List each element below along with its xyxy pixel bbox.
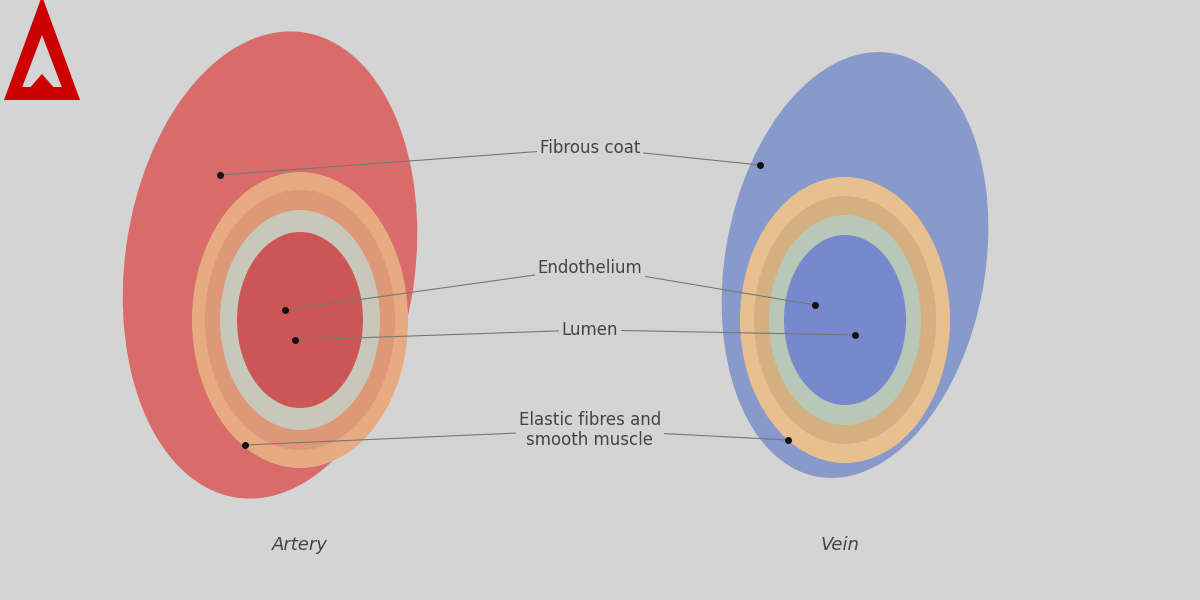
Ellipse shape bbox=[740, 177, 950, 463]
Ellipse shape bbox=[205, 190, 395, 450]
Text: Lumen: Lumen bbox=[562, 321, 618, 339]
Text: Artery: Artery bbox=[272, 536, 328, 554]
Ellipse shape bbox=[238, 232, 364, 408]
Ellipse shape bbox=[122, 31, 418, 499]
Ellipse shape bbox=[220, 210, 380, 430]
Polygon shape bbox=[31, 74, 54, 87]
Text: Endothelium: Endothelium bbox=[538, 259, 642, 277]
Polygon shape bbox=[4, 0, 80, 100]
Text: Fibrous coat: Fibrous coat bbox=[540, 139, 640, 157]
Polygon shape bbox=[23, 35, 61, 87]
Ellipse shape bbox=[769, 215, 922, 425]
Text: Vein: Vein bbox=[821, 536, 859, 554]
Ellipse shape bbox=[192, 172, 408, 468]
Ellipse shape bbox=[721, 52, 989, 478]
Text: Elastic fibres and
smooth muscle: Elastic fibres and smooth muscle bbox=[518, 410, 661, 449]
Ellipse shape bbox=[754, 196, 936, 444]
Ellipse shape bbox=[784, 235, 906, 405]
